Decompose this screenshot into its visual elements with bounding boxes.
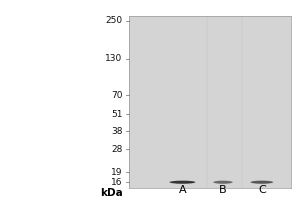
Text: 130: 130 [105, 54, 122, 63]
Ellipse shape [169, 181, 195, 184]
Text: A: A [178, 185, 186, 195]
Text: 250: 250 [105, 16, 122, 25]
Text: kDa: kDa [100, 188, 122, 198]
Ellipse shape [213, 181, 233, 184]
Text: 16: 16 [111, 178, 122, 187]
Text: 51: 51 [111, 110, 122, 119]
Ellipse shape [250, 181, 273, 184]
Text: B: B [219, 185, 227, 195]
Text: 19: 19 [111, 168, 122, 177]
Text: 28: 28 [111, 145, 122, 154]
Text: C: C [258, 185, 266, 195]
Text: 38: 38 [111, 127, 122, 136]
Text: 70: 70 [111, 91, 122, 100]
